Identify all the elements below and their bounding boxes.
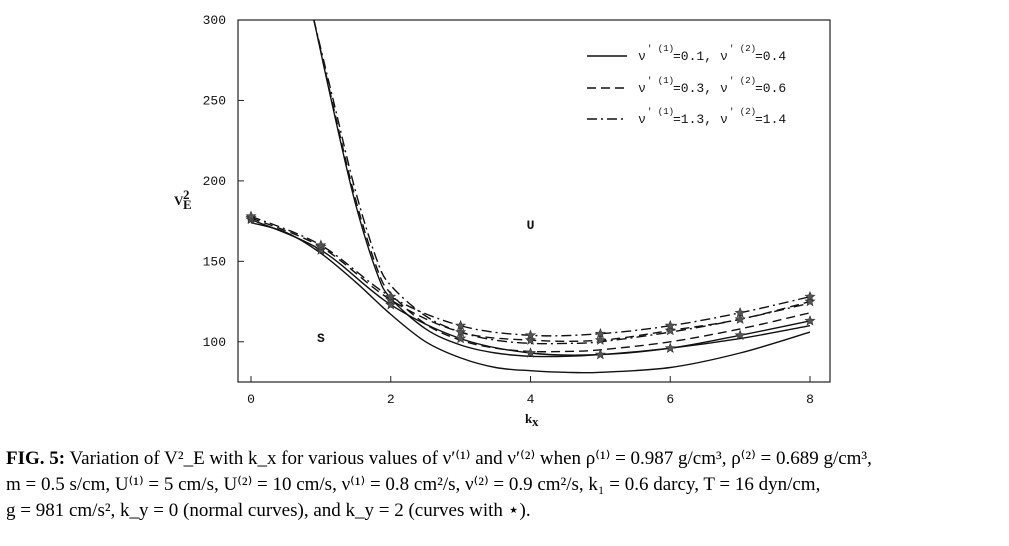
legend-nu-2: ν	[720, 81, 728, 96]
caption-fig-label: FIG. 5:	[6, 448, 66, 469]
star-marker	[455, 332, 467, 344]
caption-line-3: g = 981 cm/s², k_y = 0 (normal curves), …	[6, 500, 531, 521]
legend-value-2: =1.4	[755, 112, 786, 127]
series-line-7	[250, 215, 811, 337]
star-marker	[594, 334, 606, 345]
legend-value-1: =1.3,	[673, 112, 712, 127]
star-marker	[804, 315, 816, 326]
star-marker	[245, 210, 257, 221]
legend-value-2: =0.6	[755, 81, 786, 96]
star-marker	[734, 307, 746, 318]
legend-sup-1: ' (1)	[647, 44, 674, 54]
star-marker	[524, 329, 537, 341]
star-marker	[664, 324, 676, 336]
caption-line-2: m = 0.5 s/cm, U⁽¹⁾ = 5 cm/s, U⁽²⁾ = 10 c…	[6, 474, 821, 495]
x-tick-label: 0	[247, 392, 255, 407]
legend-value-1: =0.3,	[673, 81, 712, 96]
y-axis-label-superscript: 2	[183, 187, 190, 202]
legend-value-1: =0.1,	[673, 49, 712, 64]
star-marker	[385, 298, 397, 310]
y-tick-label: 250	[203, 93, 226, 108]
y-tick-label: 300	[203, 13, 226, 28]
y-axis-label-subscript: E	[183, 197, 192, 212]
series-line-4	[250, 222, 811, 374]
star-marker	[594, 327, 606, 339]
x-tick-label: 4	[527, 392, 535, 407]
y-tick-label: 200	[203, 174, 226, 189]
x-axis-ticks: 0 2 4 6 8	[247, 376, 814, 407]
legend-nu-2: ν	[720, 112, 728, 127]
star-marker	[315, 244, 327, 255]
x-axis-label-text: k	[525, 411, 533, 426]
series-line-6	[250, 217, 811, 342]
caption-line-1: FIG. 5: Variation of V²_E with k_x for v…	[6, 446, 1002, 472]
y-axis-label-text: V	[174, 193, 184, 208]
y-axis-ticks: 100 150 200 250 300	[203, 13, 244, 350]
star-marker	[664, 319, 676, 331]
series-line-2	[313, 20, 811, 353]
star-marker	[315, 239, 327, 250]
series-group	[245, 20, 816, 374]
star-marker	[734, 329, 746, 341]
x-axis-label-subscript: x	[532, 414, 539, 429]
legend-nu-2: ν	[720, 49, 728, 64]
legend-sup-2: ' (2)	[729, 44, 756, 54]
legend-nu-1: ν	[638, 49, 646, 64]
star-marker	[664, 342, 676, 353]
caption-line-1-text: Variation of V²_E with k_x for various v…	[69, 448, 872, 469]
x-tick-label: 2	[387, 392, 395, 407]
y-tick-label: 100	[203, 335, 226, 350]
star-marker	[455, 326, 467, 337]
star-marker	[804, 290, 816, 302]
plot-frame	[237, 19, 831, 383]
legend-sup-2: ' (2)	[729, 76, 756, 86]
region-label-s: S	[317, 331, 325, 346]
figure-caption: FIG. 5: Variation of V²_E with k_x for v…	[6, 446, 1002, 524]
star-marker	[594, 348, 606, 360]
y-axis-label: V 2E	[174, 187, 192, 212]
star-marker	[385, 290, 397, 302]
legend: ν ' (1)=0.1, ν ' (2)=0.4ν ' (1)=0.3, ν ' (2)=0…	[587, 44, 786, 127]
legend-sup-2: ' (2)	[729, 107, 756, 117]
annotations: US	[317, 218, 534, 346]
legend-sup-1: ' (1)	[647, 107, 674, 117]
star-marker	[734, 313, 746, 324]
x-tick-label: 8	[806, 392, 814, 407]
y-tick-label: 150	[203, 254, 226, 269]
legend-value-2: =0.4	[755, 49, 786, 64]
star-marker	[524, 347, 537, 358]
star-marker	[804, 295, 816, 307]
star-marker	[455, 319, 467, 331]
star-marker	[524, 334, 537, 345]
region-label-u: U	[527, 218, 535, 233]
legend-sup-1: ' (1)	[647, 76, 674, 86]
legend-nu-1: ν	[638, 81, 646, 96]
legend-nu-1: ν	[638, 112, 646, 127]
x-tick-label: 6	[666, 392, 674, 407]
